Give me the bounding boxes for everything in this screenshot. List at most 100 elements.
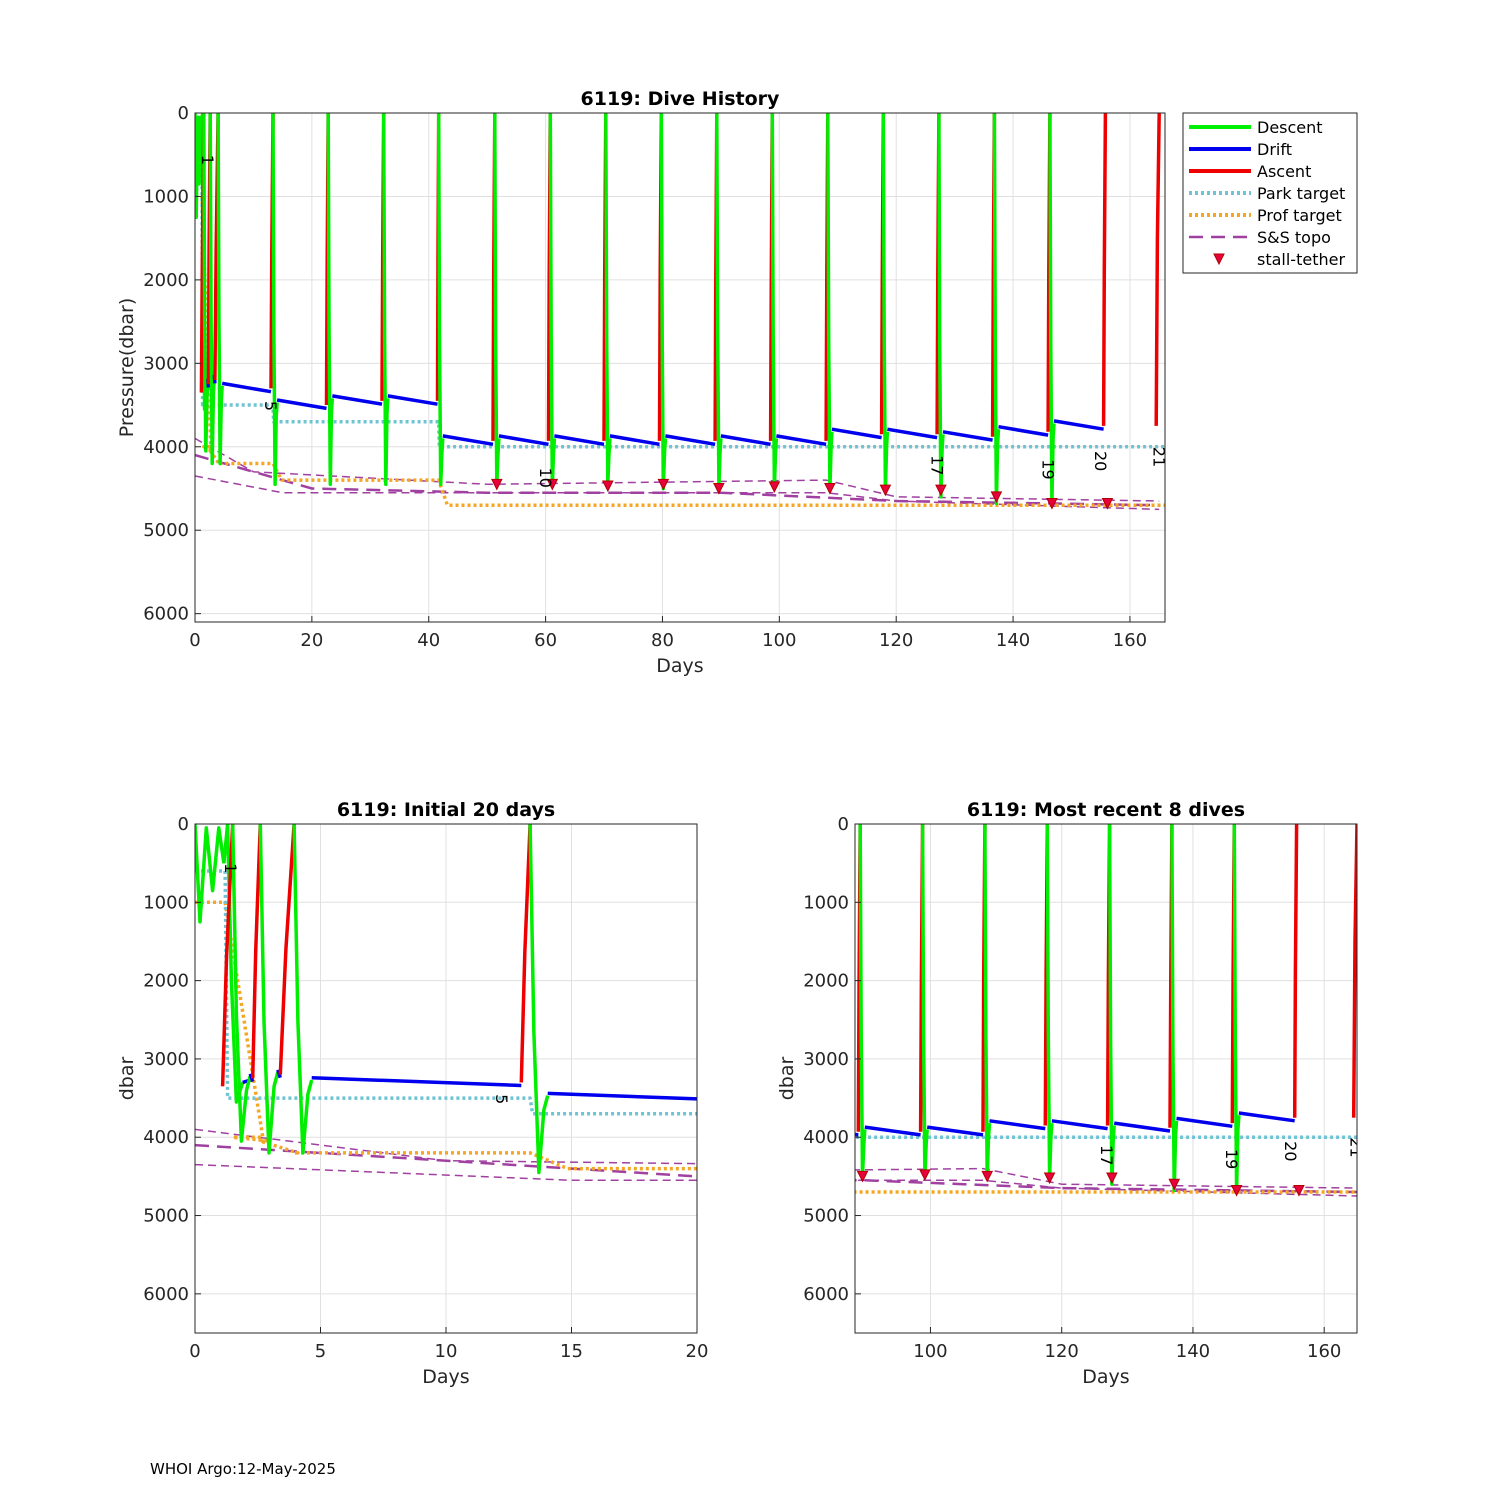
drift-segment [554, 434, 605, 447]
descent-segment [1170, 824, 1179, 1193]
topo-line-1 [195, 453, 1160, 507]
drift-segment [498, 434, 549, 447]
x-tick-label: 160 [1113, 630, 1147, 651]
descent-segment [659, 113, 668, 491]
x-tick-label: 20 [300, 630, 323, 651]
y-tick-label: 1000 [143, 892, 189, 913]
cycle-number-label: 17 [927, 455, 946, 475]
x-tick-label: 10 [435, 1341, 458, 1362]
y-tick-label: 0 [178, 103, 189, 124]
y-axis-label: Pressure(dbar) [116, 298, 138, 438]
stall-tether-marker [546, 478, 559, 491]
drift-segment [1238, 1111, 1295, 1123]
drift-segment [1023, 1090, 1236, 1098]
ascent-segment [998, 824, 1006, 1094]
prof-target-line [855, 1190, 1357, 1194]
descent-segment [548, 824, 553, 1173]
drift-segment [720, 434, 771, 447]
descent-segment [362, 824, 367, 1173]
descent-segment [274, 824, 282, 922]
x-tick-label: 60 [534, 630, 557, 651]
descent-segment [195, 824, 226, 924]
y-tick-label: 2000 [143, 270, 189, 291]
ascent-segment [1101, 113, 1108, 426]
y-tick-label: 4000 [803, 1127, 849, 1148]
stall-tether-marker [879, 484, 892, 497]
axes-frame [854, 823, 1358, 1334]
topo-line-3 [195, 475, 1160, 511]
ascent-segment [360, 824, 362, 1082]
y-tick-label: 5000 [803, 1206, 849, 1227]
x-tick-label: 120 [1045, 1341, 1079, 1362]
drift-segment [864, 1125, 921, 1137]
descent-segment [486, 824, 491, 1173]
x-tick-label: 0 [189, 630, 200, 651]
cycle-number-label: 5 [492, 1094, 511, 1104]
stall-tether-marker [1101, 498, 1114, 510]
chart-panel-2: 150 5 10 15 2001000200030004000500060006119:… [116, 799, 1500, 1388]
descent-segment [1045, 824, 1054, 1180]
cycle-number-label: 1 [221, 863, 240, 873]
stall-tether-marker [1106, 1172, 1118, 1185]
descent-segment [983, 824, 992, 1180]
drift-segment [998, 424, 1049, 437]
ascent-segment [734, 824, 736, 1132]
stall-tether-marker [919, 1169, 931, 1181]
drift-segment [609, 434, 660, 447]
drift-segment [616, 1127, 672, 1135]
x-tick-label: 100 [762, 630, 796, 651]
x-tick-label: 140 [996, 630, 1030, 651]
drift-segment [289, 1074, 290, 1082]
y-tick-label: 2000 [143, 971, 189, 992]
cycle-number-label: 10 [536, 468, 555, 488]
footer-stamp: WHOI Argo:12-May-2025 [150, 1460, 336, 1478]
topo-line-1 [195, 1143, 697, 1178]
legend-box [1182, 112, 1358, 274]
legend-label-descent: Descent [1257, 118, 1323, 137]
x-axis-label: Days [422, 1366, 469, 1388]
stall-tether-marker [795, 1167, 805, 1177]
drift-segment [1176, 1116, 1233, 1129]
plot-area: 1 5 10 17 19 20 21 [195, 113, 1165, 511]
y-tick-label: 1000 [803, 892, 849, 913]
ascent-segment [1351, 824, 1357, 1118]
y-axis-label: dbar [776, 1057, 798, 1101]
x-tick-label: 20 [686, 1341, 709, 1362]
ascent-segment [422, 824, 424, 1098]
y-tick-label: 6000 [143, 1284, 189, 1305]
y-tick-label: 1000 [143, 186, 189, 207]
ascent-segment [484, 824, 486, 1094]
drift-segment [287, 1079, 290, 1082]
drift-segment [740, 1127, 796, 1135]
descent-segment [715, 113, 723, 489]
ascent-segment [519, 824, 532, 1083]
cycle-number-label: 20 [1281, 1141, 1300, 1161]
descent-segment [216, 113, 224, 466]
descent-segment [1232, 824, 1241, 1193]
drift-segment [1259, 1127, 1475, 1135]
cycle-number-label: 21 [1346, 1137, 1365, 1157]
y-tick-label: 3000 [143, 1049, 189, 1070]
y-tick-label: 6000 [803, 1284, 849, 1305]
descent-segment [992, 113, 1001, 506]
chart-panel-1: 1 5 10 17 19 20 21 0 20 40 60 80 100 120 140 160 0 1000 20… [116, 88, 1166, 677]
drift-segment [989, 1119, 1046, 1131]
legend-label-prof: Prof target [1257, 206, 1342, 225]
drift-segment [547, 1091, 697, 1101]
drift-segment [296, 1070, 297, 1078]
descent-segment [381, 113, 390, 487]
stall-tether-marker [990, 491, 1003, 503]
descent-segment [1483, 824, 1500, 1173]
stall-tether-marker [1043, 1172, 1056, 1185]
descent-segment [1006, 824, 1024, 1173]
descent-segment [770, 113, 779, 491]
stall-tether-marker [981, 1170, 994, 1183]
ascent-segment [547, 824, 548, 1094]
descent-segment [881, 113, 890, 492]
descent-segment [736, 824, 741, 1173]
descent-segment [292, 824, 314, 1155]
descent-segment [548, 113, 557, 488]
legend-label-park: Park target [1257, 184, 1345, 203]
prof-target-line [195, 194, 1165, 507]
topo-line-2 [195, 1128, 697, 1165]
